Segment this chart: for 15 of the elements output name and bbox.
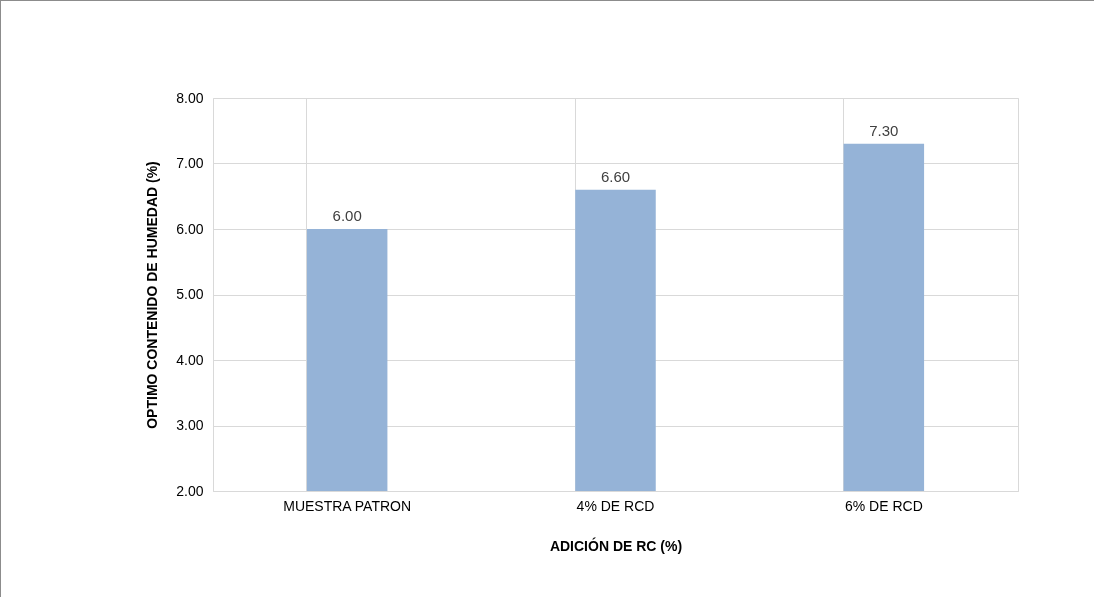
y-tick-label: 2.00 — [176, 482, 204, 499]
y-tick-label: 6.00 — [176, 220, 204, 237]
data-label: 6.00 — [332, 207, 362, 224]
data-label: 7.30 — [869, 121, 899, 139]
data-label: 6.60 — [600, 167, 631, 185]
x-tick-label: 6% DE RCD — [844, 497, 923, 514]
y-tick-label: 4.00 — [176, 351, 204, 368]
y-tick-label: 7.00 — [176, 155, 204, 171]
x-tick-label: MUESTRA PATRON — [283, 497, 412, 514]
y-axis-title: OPTIMO CONTENIDO DE HUMEDAD (%) — [144, 161, 161, 429]
x-tick-label: 4% DE RCD — [576, 497, 655, 514]
y-tick-label: 5.00 — [176, 286, 204, 302]
y-tick-label: 3.00 — [176, 417, 204, 433]
y-tick-label: 8.00 — [176, 89, 204, 106]
x-axis-title: ADICIÓN DE RC (%) — [549, 536, 683, 554]
